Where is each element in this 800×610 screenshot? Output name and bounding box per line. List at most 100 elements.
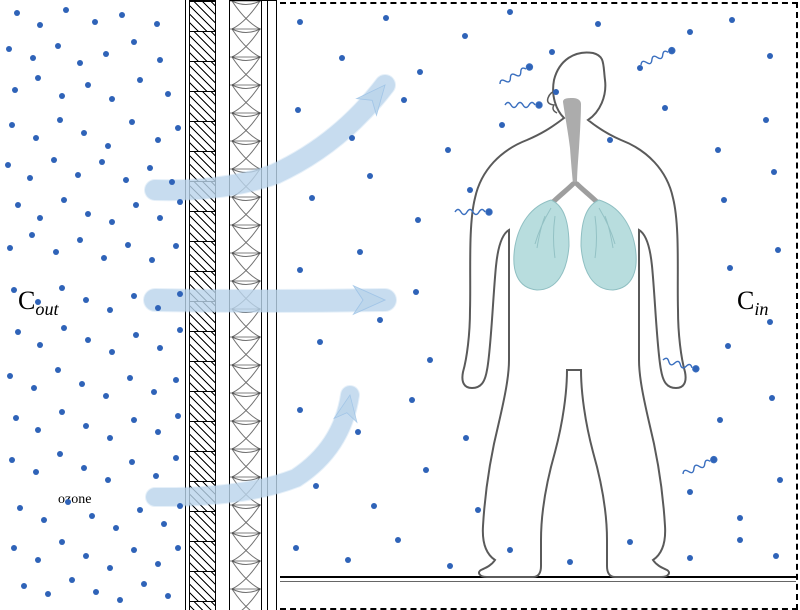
ozone-particle bbox=[165, 593, 171, 599]
ozone-particle bbox=[9, 122, 15, 128]
ozone-particle bbox=[125, 242, 131, 248]
ozone-particle bbox=[131, 293, 137, 299]
ozone-particle bbox=[79, 381, 85, 387]
ozone-particle bbox=[141, 581, 147, 587]
ozone-particle bbox=[175, 125, 181, 131]
ozone-particle bbox=[83, 553, 89, 559]
ozone-particle bbox=[15, 202, 21, 208]
ozone-particle bbox=[177, 327, 183, 333]
ozone-particle bbox=[5, 162, 11, 168]
ozone-particle bbox=[737, 515, 743, 521]
ozone-particle bbox=[297, 407, 303, 413]
ozone-particle bbox=[133, 332, 139, 338]
ozone-particle bbox=[37, 215, 43, 221]
ozone-particle bbox=[59, 539, 65, 545]
ozone-particle bbox=[119, 12, 125, 18]
ozone-particle bbox=[12, 87, 18, 93]
ozone-particle bbox=[763, 117, 769, 123]
ozone-particle bbox=[415, 217, 421, 223]
ozone-particle bbox=[75, 172, 81, 178]
ozone-particle bbox=[297, 267, 303, 273]
ozone-particle bbox=[383, 15, 389, 21]
ozone-particle bbox=[103, 393, 109, 399]
ozone-particle bbox=[63, 7, 69, 13]
ozone-particle bbox=[109, 96, 115, 102]
ozone-particle bbox=[177, 199, 183, 205]
ozone-particle bbox=[637, 65, 643, 71]
ozone-particle bbox=[113, 525, 119, 531]
ozone-particle bbox=[687, 555, 693, 561]
ozone-particle bbox=[35, 557, 41, 563]
ozone-particle bbox=[355, 429, 361, 435]
ozone-particle bbox=[297, 19, 303, 25]
ozone-particle bbox=[21, 583, 27, 589]
ozone-particle bbox=[309, 195, 315, 201]
ozone-particle bbox=[462, 33, 468, 39]
ozone-particle bbox=[93, 589, 99, 595]
ozone-particle bbox=[155, 429, 161, 435]
ozone-particle bbox=[59, 409, 65, 415]
ozone-particle bbox=[131, 547, 137, 553]
ozone-particle bbox=[83, 423, 89, 429]
ozone-particle bbox=[771, 169, 777, 175]
ozone-particle bbox=[155, 561, 161, 567]
ozone-particle bbox=[377, 317, 383, 323]
ozone-particle bbox=[59, 93, 65, 99]
ozone-particle bbox=[727, 265, 733, 271]
ozone-particle bbox=[17, 505, 23, 511]
ozone-particle bbox=[107, 565, 113, 571]
ozone-particle bbox=[51, 157, 57, 163]
ozone-particle bbox=[137, 507, 143, 513]
ozone-particle bbox=[553, 89, 559, 95]
ozone-particle bbox=[29, 232, 35, 238]
ozone-particle bbox=[687, 489, 693, 495]
particles-layer bbox=[0, 0, 800, 610]
ozone-particle bbox=[77, 237, 83, 243]
ozone-particle bbox=[767, 53, 773, 59]
ozone-particle bbox=[103, 51, 109, 57]
ozone-particle bbox=[45, 591, 51, 597]
ozone-particle bbox=[154, 21, 160, 27]
ozone-particle bbox=[37, 22, 43, 28]
ozone-particle bbox=[33, 135, 39, 141]
ozone-particle bbox=[85, 337, 91, 343]
ozone-particle bbox=[101, 255, 107, 261]
ozone-particle bbox=[151, 389, 157, 395]
ozone-particle bbox=[15, 329, 21, 335]
ozone-particle bbox=[131, 39, 137, 45]
ozone-particle bbox=[717, 417, 723, 423]
ozone-particle bbox=[69, 577, 75, 583]
ozone-particle bbox=[35, 427, 41, 433]
ozone-particle bbox=[367, 173, 373, 179]
ozone-particle bbox=[31, 385, 37, 391]
ozone-particle bbox=[293, 545, 299, 551]
ozone-particle bbox=[175, 545, 181, 551]
ozone-particle bbox=[131, 417, 137, 423]
ozone-particle bbox=[7, 245, 13, 251]
ozone-particle bbox=[89, 513, 95, 519]
ozone-particle bbox=[725, 343, 731, 349]
ozone-particle bbox=[129, 119, 135, 125]
ozone-particle bbox=[105, 143, 111, 149]
ozone-particle bbox=[55, 43, 61, 49]
ozone-particle bbox=[77, 60, 83, 66]
ozone-particle bbox=[395, 537, 401, 543]
ozone-particle bbox=[117, 597, 123, 603]
ozone-particle bbox=[775, 247, 781, 253]
ozone-particle bbox=[59, 285, 65, 291]
ozone-particle bbox=[133, 202, 139, 208]
ozone-particle bbox=[99, 159, 105, 165]
ozone-particle bbox=[127, 375, 133, 381]
ozone-particle bbox=[81, 130, 87, 136]
ozone-particle bbox=[129, 459, 135, 465]
ozone-particle bbox=[349, 135, 355, 141]
ozone-particle bbox=[107, 307, 113, 313]
ozone-particle bbox=[41, 517, 47, 523]
ozone-particle bbox=[123, 177, 129, 183]
ozone-particle bbox=[35, 75, 41, 81]
ozone-particle bbox=[567, 559, 573, 565]
ozone-particle bbox=[61, 325, 67, 331]
ozone-particle bbox=[173, 377, 179, 383]
ozone-particle bbox=[447, 563, 453, 569]
ozone-particle bbox=[715, 147, 721, 153]
